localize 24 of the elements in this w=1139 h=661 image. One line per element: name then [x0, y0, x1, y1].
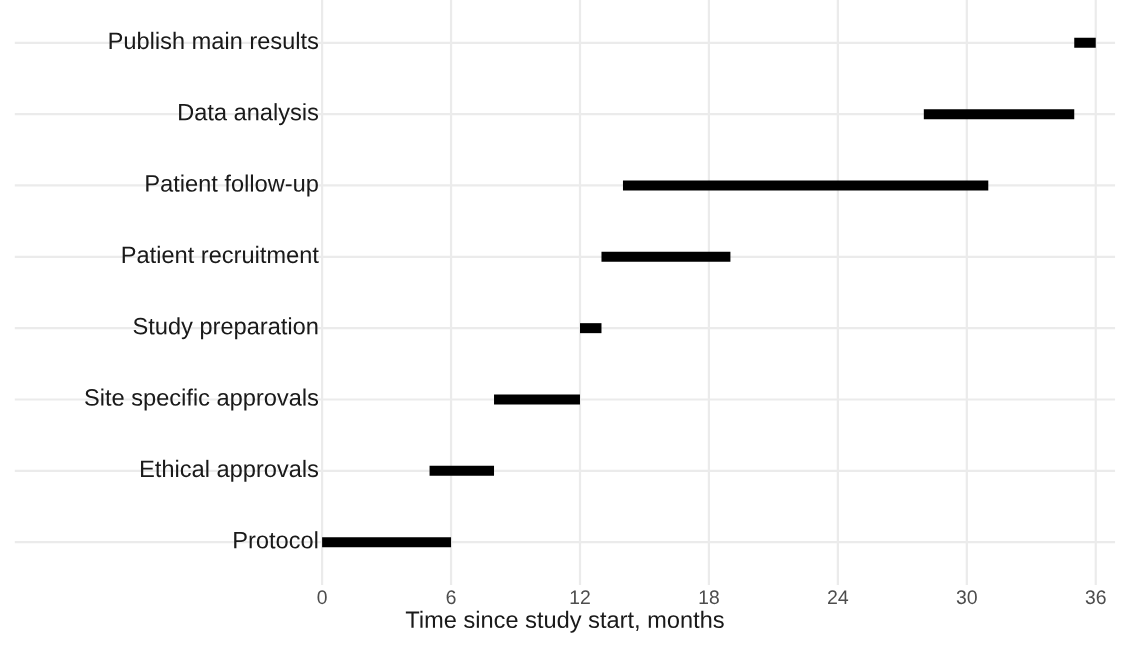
- y-tick-label: Publish main results: [109, 31, 319, 50]
- x-axis-title: Time since study start, months: [405, 610, 724, 633]
- x-tick-label: 24: [828, 590, 849, 604]
- bar: [494, 394, 580, 405]
- x-tick-label: 0: [317, 590, 327, 605]
- bar: [322, 537, 452, 548]
- x-tick-label: 30: [956, 590, 977, 605]
- y-tick-label: Site specific approvals: [85, 388, 319, 411]
- bar: [923, 109, 1075, 120]
- x-tick-label: 6: [446, 590, 456, 605]
- y-tick-label: Patient follow-up: [146, 174, 318, 197]
- x-tick-label: 18: [699, 590, 719, 605]
- y-tick-label: Study preparation: [133, 317, 318, 340]
- y-tick-label: Patient recruitment: [122, 245, 319, 264]
- bar: [622, 180, 989, 191]
- y-tick-label: Ethical approvals: [141, 459, 319, 482]
- x-tick-label: 36: [1085, 590, 1106, 605]
- bar: [1074, 37, 1096, 48]
- y-tick-label: Protocol: [234, 531, 318, 549]
- bar: [579, 323, 602, 334]
- bar: [601, 251, 731, 262]
- bar: [429, 465, 495, 476]
- y-tick-label: Data analysis: [179, 103, 319, 126]
- x-tick-label: 12: [570, 590, 590, 604]
